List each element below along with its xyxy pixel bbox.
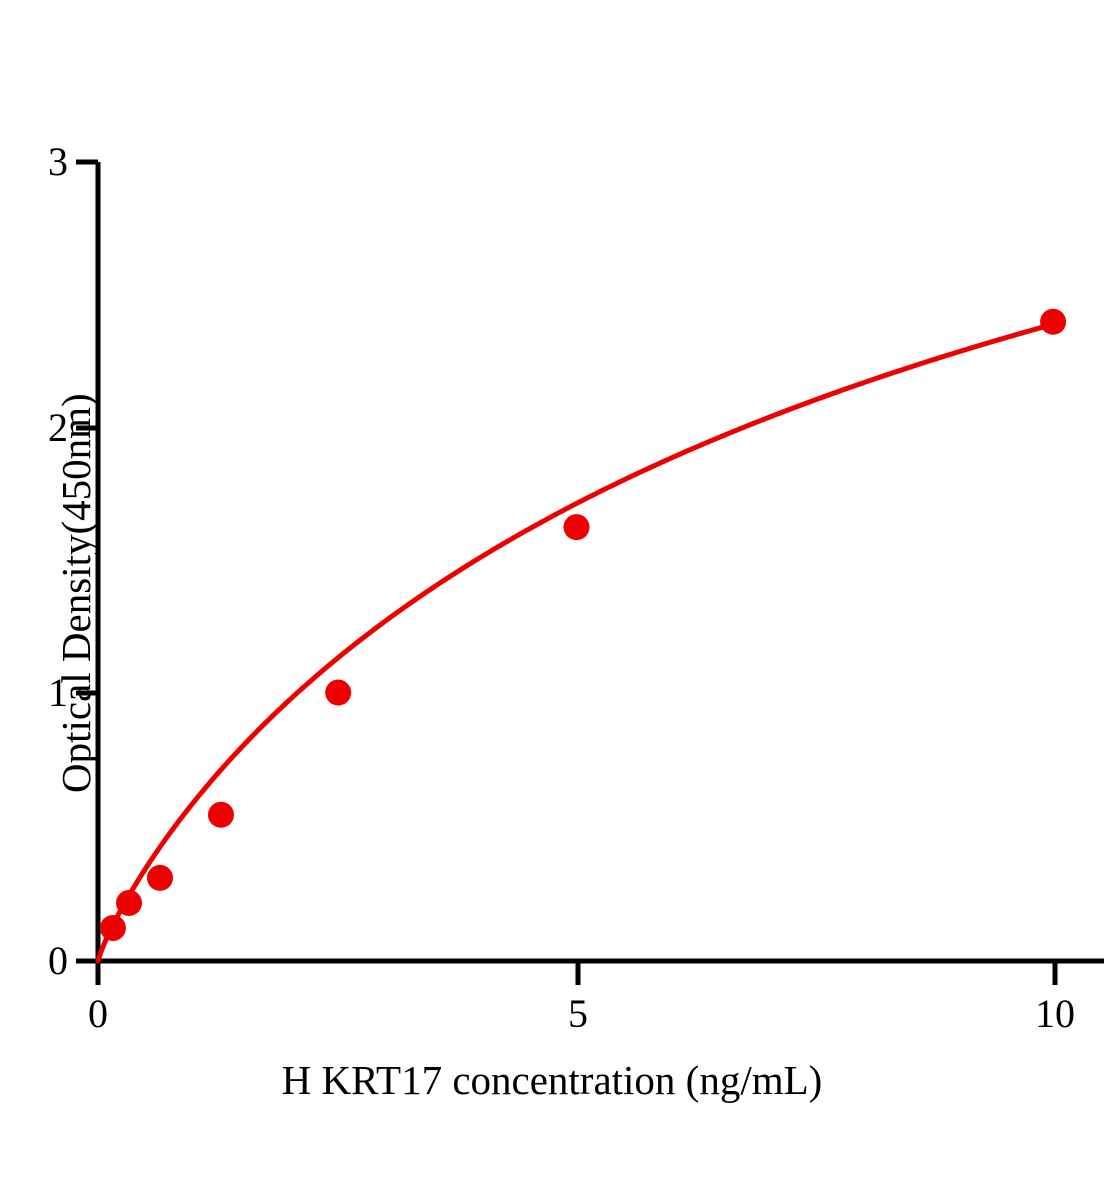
- data-point: [325, 679, 352, 706]
- y-tick-label-1: 1: [48, 670, 68, 715]
- y-tick-label-2: 2: [48, 405, 68, 450]
- x-tick-label-10: 10: [1035, 991, 1075, 1036]
- data-point: [116, 889, 143, 916]
- y-tick-label-0: 0: [48, 938, 68, 983]
- x-tick-label-5: 5: [568, 991, 588, 1036]
- series-line-h-krt17: [95, 321, 1056, 964]
- y-tick-label-3: 3: [48, 139, 68, 184]
- y-axis-title: Optical Density(450nm): [53, 393, 99, 793]
- data-point: [207, 801, 234, 828]
- series-markers-h-krt17: [99, 308, 1067, 941]
- data-point: [99, 914, 126, 941]
- data-point: [1040, 308, 1067, 335]
- data-point: [563, 514, 590, 541]
- data-point: [147, 864, 174, 891]
- x-axis-title: H KRT17 concentration (ng/mL): [281, 1057, 823, 1103]
- x-tick-label-0: 0: [88, 991, 108, 1036]
